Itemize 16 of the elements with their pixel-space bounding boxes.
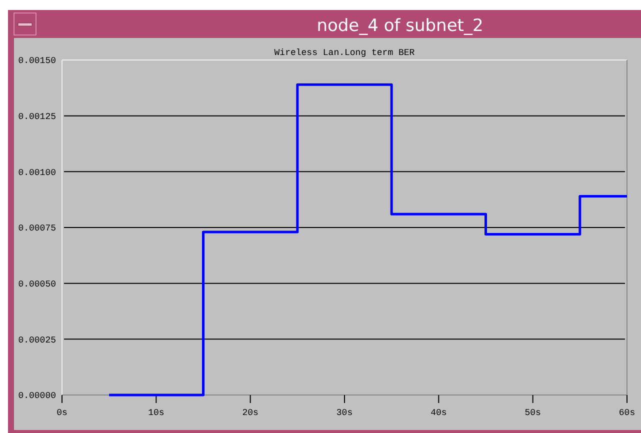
y-tick-label: 0.00075 (18, 224, 56, 234)
x-tick-label: 10s (148, 408, 164, 418)
y-tick-label: 0.00000 (18, 391, 56, 402)
y-tick-label: 0.00025 (18, 335, 56, 346)
y-tick-label: 0.00100 (18, 168, 56, 178)
x-tick-label: 60s (618, 408, 636, 418)
x-tick-label: 20s (242, 408, 258, 418)
x-tick-label: 50s (524, 408, 541, 418)
x-tick-label: 40s (430, 408, 447, 418)
y-tick-label: 0.00125 (18, 112, 56, 122)
y-tick-label: 0.00050 (18, 279, 56, 290)
chart-title: node_4 of subnet_2 (316, 16, 484, 36)
chart-subtitle: Wireless Lan.Long term BER (274, 48, 416, 58)
x-tick-label: 0s (56, 408, 68, 418)
y-tick-label: 0.00150 (18, 56, 56, 66)
x-tick-label: 30s (336, 408, 353, 418)
